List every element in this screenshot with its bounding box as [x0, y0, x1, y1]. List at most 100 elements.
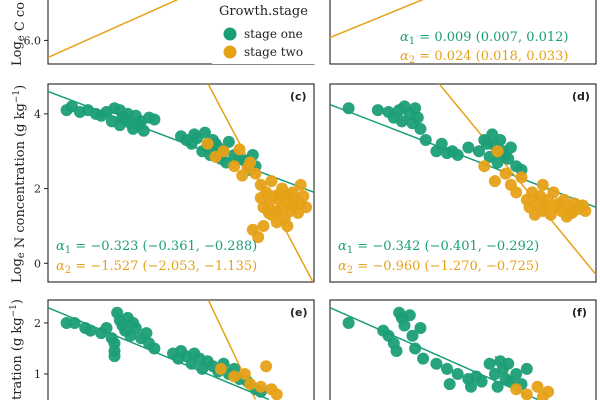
panel-d-plot — [330, 84, 596, 276]
point-stage-one-c-37 — [222, 135, 235, 148]
panel-e-frame — [47, 299, 315, 400]
legend-label-stage-two: stage two — [244, 45, 303, 59]
point-stage-two-e-3 — [244, 378, 257, 391]
slope-value: = −0.323 (−0.361, −0.288) — [71, 239, 257, 254]
point-stage-two-d-28 — [579, 205, 592, 218]
panel-f-plot — [330, 306, 555, 400]
point-stage-two-e-4 — [254, 380, 267, 393]
point-stage-one-f-10 — [409, 342, 422, 355]
point-stage-one-f-8 — [403, 309, 416, 322]
point-stage-one-e-1 — [68, 316, 81, 329]
point-stage-two-c-7 — [244, 156, 257, 169]
point-stage-two-c-35 — [257, 219, 270, 232]
y-tick-label-c-4: 4 — [34, 108, 41, 121]
point-stage-two-e-5 — [260, 360, 273, 373]
point-stage-two-d-17 — [547, 186, 560, 199]
legend: Growth.stage stage one stage two — [212, 0, 324, 64]
point-stage-one-f-12 — [417, 352, 430, 365]
slope-annotation-stage-one-top-right: α1 = 0.009 (0.007, 0.012) — [400, 30, 569, 47]
y-tick-label-e-2: 2 — [34, 317, 41, 330]
slope-annotation-stage-two-c: α2 = −1.527 (−2.053, −1.135) — [56, 259, 257, 276]
legend-swatch-stage-one — [223, 27, 237, 41]
point-stage-one-d-26 — [494, 134, 507, 147]
point-stage-one-f-0 — [342, 316, 355, 329]
fit-line-stage-two-top-right — [330, 0, 424, 39]
alpha-symbol: α — [56, 239, 65, 254]
point-stage-one-e-5 — [100, 322, 113, 335]
slope-value: = −0.342 (−0.401, −0.292) — [353, 239, 539, 254]
slope-value: = −0.960 (−1.270, −0.725) — [353, 259, 539, 274]
point-stage-two-c-37 — [273, 188, 286, 201]
point-stage-two-e-2 — [238, 367, 251, 380]
slope-value: = 0.024 (0.018, 0.033) — [415, 49, 568, 64]
slope-annotation-stage-one-d: α1 = −0.342 (−0.401, −0.292) — [338, 239, 539, 256]
point-stage-one-d-9 — [409, 102, 422, 115]
point-stage-one-f-20 — [475, 375, 488, 388]
point-stage-two-c-38 — [281, 219, 294, 232]
panel-e-plot — [48, 300, 283, 400]
point-stage-two-c-31 — [297, 190, 310, 203]
y-axis-title-middle: Loge N concentration (g kg−1) — [10, 85, 28, 283]
panel-d-frame — [329, 83, 597, 283]
point-stage-one-e-17 — [129, 322, 142, 335]
y-axis-ticks: 6.0 0 2 4 1 2 — [24, 34, 48, 381]
panel-frames — [47, 0, 597, 400]
slope-annotation-stage-one-c: α1 = −0.323 (−0.361, −0.288) — [56, 239, 257, 256]
slope-annotations: α1 = 0.009 (0.007, 0.012)α2 = 0.024 (0.0… — [56, 30, 569, 276]
alpha-subscript: 1 — [409, 36, 415, 47]
point-stage-two-c-8 — [249, 167, 262, 180]
point-stage-two-c-39 — [294, 178, 307, 191]
point-stage-one-f-13 — [430, 357, 443, 370]
y-tick-label-e-1: 1 — [34, 368, 41, 381]
alpha-subscript: 2 — [65, 265, 71, 276]
point-stage-two-d-5 — [510, 186, 523, 199]
y-axis-title-middle-text: Loge N concentration (g kg−1) — [10, 85, 28, 283]
fit-line-stage-one-f — [330, 306, 538, 400]
panel-c-frame — [47, 83, 315, 283]
point-stage-two-c-3 — [228, 160, 241, 173]
alpha-symbol: α — [56, 259, 65, 274]
point-stage-two-d-3 — [499, 167, 512, 180]
point-stage-one-f-11 — [414, 322, 427, 335]
panel-letter-f: (f) — [572, 306, 587, 319]
point-stage-two-c-15 — [265, 175, 278, 188]
legend-title: Growth.stage — [219, 4, 308, 19]
point-stage-two-d-2 — [491, 145, 504, 158]
point-stage-one-f-4 — [390, 345, 403, 357]
point-stage-two-c-2 — [217, 145, 230, 158]
point-stage-two-c-36 — [262, 206, 275, 219]
point-stage-two-c-0 — [201, 137, 214, 150]
point-stage-one-d-0 — [342, 102, 355, 115]
slope-value: = 0.009 (0.007, 0.012) — [415, 30, 568, 45]
point-stage-one-d-5 — [395, 115, 408, 128]
point-stage-two-d-29 — [536, 178, 549, 191]
legend-label-stage-one: stage one — [244, 27, 303, 41]
point-stage-two-e-7 — [270, 388, 283, 400]
fit-line-stage-one-e — [48, 306, 270, 400]
point-stage-one-c-19 — [137, 124, 150, 137]
point-stage-one-d-14 — [435, 137, 448, 150]
point-stage-two-c-4 — [233, 143, 246, 156]
point-stage-two-f-2 — [531, 380, 544, 393]
point-stage-one-d-11 — [414, 122, 427, 135]
point-stage-one-f-27 — [502, 357, 515, 370]
point-stage-one-f-14 — [441, 362, 454, 375]
point-stage-one-d-29 — [502, 152, 515, 165]
point-stage-two-e-0 — [214, 362, 227, 375]
point-stage-one-f-15 — [443, 378, 456, 391]
panel-top-left-plot — [48, 0, 179, 59]
y-axis-title-top: Loge C co — [10, 2, 28, 66]
alpha-symbol: α — [338, 259, 347, 274]
point-stage-two-d-6 — [515, 171, 528, 184]
point-stage-one-d-18 — [462, 141, 475, 154]
point-stage-one-d-10 — [411, 111, 424, 124]
point-stage-two-c-32 — [300, 201, 313, 214]
point-stage-two-f-1 — [520, 388, 533, 400]
alpha-subscript: 1 — [347, 245, 353, 256]
alpha-symbol: α — [400, 49, 409, 64]
fit-line-stage-two-top-left — [48, 0, 179, 59]
fit-line-stage-two-d — [438, 84, 596, 276]
point-stage-one-f-31 — [520, 362, 533, 375]
